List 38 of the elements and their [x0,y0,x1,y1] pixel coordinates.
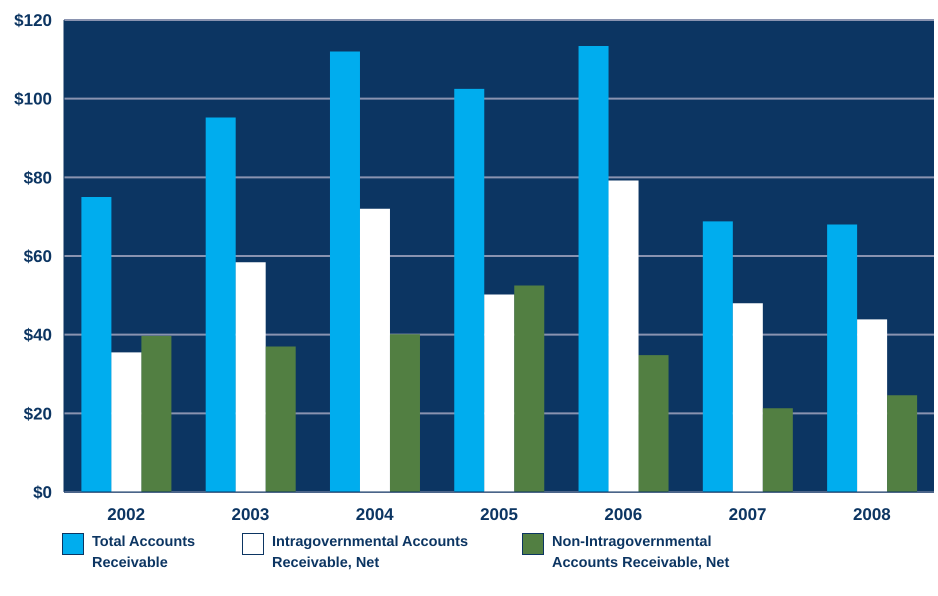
y-tick-label: $20 [24,404,52,424]
x-tick-label: 2007 [728,505,766,524]
bar [514,286,544,492]
legend-label: Non-Intragovernmental Accounts Receivable, Net [552,533,730,573]
bar [360,208,390,492]
y-tick-label: $0 [33,483,52,502]
bar [390,334,420,492]
x-tick-label: 2005 [480,505,518,524]
y-tick-label: $40 [24,326,52,345]
x-tick-label: 2006 [604,505,642,524]
bar [638,355,669,492]
bar [484,294,514,492]
bar [608,180,639,492]
y-tick-label: $60 [24,247,52,266]
y-tick-label: $80 [24,168,52,188]
bar [578,46,609,492]
x-tick-label: 2002 [107,505,146,524]
bar [702,221,733,492]
bar [206,118,236,492]
bar [81,197,112,492]
bar [141,336,172,492]
bar [111,352,142,492]
legend-label: Total Accounts Receivable [92,533,196,573]
bar [827,224,858,492]
bar [454,88,484,492]
legend-label: Intragovernmental Accounts Receivable, Net [272,533,470,573]
y-tick-label: $100 [14,90,52,109]
bar [887,395,918,492]
bar [732,303,763,492]
bar [266,346,296,492]
x-tick-label: 2003 [232,505,270,524]
bar [330,51,360,492]
y-tick-label: $120 [14,11,52,30]
x-tick-label: 2008 [852,505,891,524]
bar [857,319,888,492]
bar [762,408,793,492]
bar [236,262,266,492]
x-tick-label: 2004 [356,505,394,524]
